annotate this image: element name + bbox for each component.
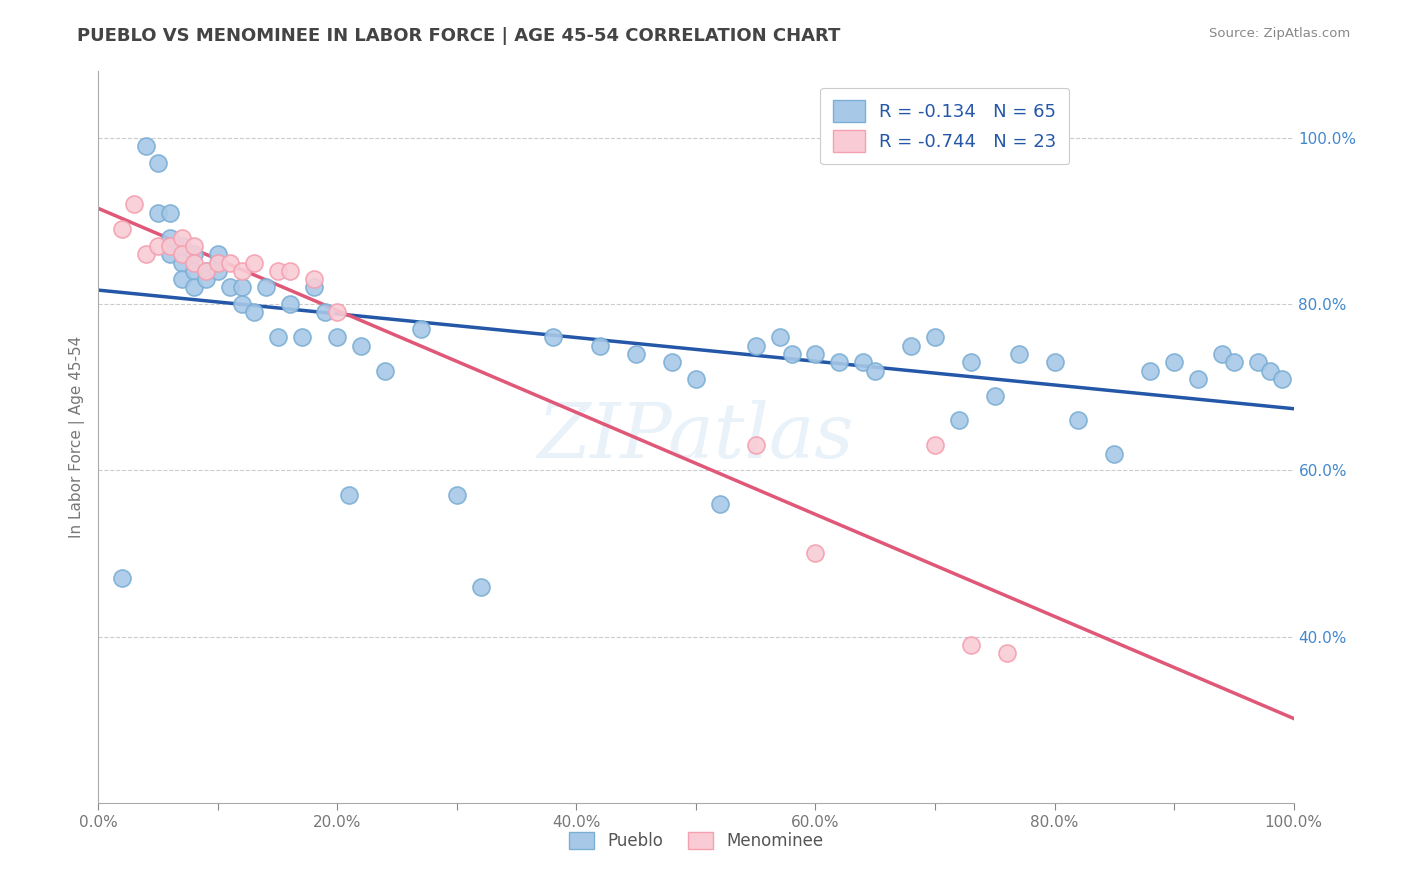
Y-axis label: In Labor Force | Age 45-54: In Labor Force | Age 45-54 xyxy=(69,336,84,538)
Point xyxy=(291,330,314,344)
Text: ZIPatlas: ZIPatlas xyxy=(537,401,855,474)
Point xyxy=(278,264,301,278)
Point xyxy=(780,347,803,361)
Point xyxy=(231,280,253,294)
Point xyxy=(626,347,648,361)
Point xyxy=(207,264,229,278)
Point xyxy=(1258,363,1281,377)
Point xyxy=(924,438,946,452)
Point xyxy=(350,339,373,353)
Point xyxy=(159,247,181,261)
Point xyxy=(111,222,134,236)
Point xyxy=(828,355,851,369)
Point xyxy=(183,239,205,253)
Point xyxy=(207,255,229,269)
Point xyxy=(1271,372,1294,386)
Point xyxy=(326,305,349,319)
Point xyxy=(804,546,827,560)
Point xyxy=(159,239,181,253)
Point xyxy=(243,305,266,319)
Text: PUEBLO VS MENOMINEE IN LABOR FORCE | AGE 45-54 CORRELATION CHART: PUEBLO VS MENOMINEE IN LABOR FORCE | AGE… xyxy=(77,27,841,45)
Point xyxy=(685,372,707,386)
Point xyxy=(1067,413,1090,427)
Point xyxy=(339,488,361,502)
Point xyxy=(326,330,349,344)
Point xyxy=(709,497,731,511)
Point xyxy=(470,580,492,594)
Point xyxy=(745,438,768,452)
Point xyxy=(278,297,301,311)
Point xyxy=(219,280,242,294)
Point xyxy=(172,255,194,269)
Point xyxy=(900,339,922,353)
Point xyxy=(315,305,337,319)
Point xyxy=(231,264,253,278)
Point xyxy=(960,355,983,369)
Point xyxy=(446,488,468,502)
Point xyxy=(172,239,194,253)
Point xyxy=(148,156,170,170)
Point xyxy=(148,239,170,253)
Point xyxy=(768,330,790,344)
Point xyxy=(1247,355,1270,369)
Point xyxy=(172,230,194,244)
Point xyxy=(1223,355,1246,369)
Point xyxy=(124,197,146,211)
Point xyxy=(852,355,875,369)
Point xyxy=(589,339,612,353)
Point xyxy=(1211,347,1233,361)
Point xyxy=(1187,372,1209,386)
Point xyxy=(172,272,194,286)
Point xyxy=(541,330,564,344)
Point xyxy=(745,339,768,353)
Point xyxy=(183,247,205,261)
Point xyxy=(195,264,218,278)
Point xyxy=(302,280,325,294)
Point xyxy=(135,247,157,261)
Point xyxy=(135,139,157,153)
Point xyxy=(804,347,827,361)
Point xyxy=(661,355,683,369)
Point xyxy=(254,280,277,294)
Point xyxy=(374,363,396,377)
Point xyxy=(159,205,181,219)
Point xyxy=(1008,347,1031,361)
Point xyxy=(243,255,266,269)
Point xyxy=(183,255,205,269)
Point xyxy=(183,280,205,294)
Point xyxy=(984,388,1007,402)
Point xyxy=(207,247,229,261)
Point xyxy=(924,330,946,344)
Point xyxy=(231,297,253,311)
Point xyxy=(195,264,218,278)
Point xyxy=(148,205,170,219)
Point xyxy=(995,646,1018,660)
Point xyxy=(159,230,181,244)
Point xyxy=(267,264,290,278)
Point xyxy=(1163,355,1185,369)
Point xyxy=(267,330,290,344)
Point xyxy=(302,272,325,286)
Point xyxy=(183,264,205,278)
Legend: Pueblo, Menominee: Pueblo, Menominee xyxy=(562,825,830,856)
Point xyxy=(1043,355,1066,369)
Point xyxy=(1139,363,1161,377)
Point xyxy=(865,363,887,377)
Point xyxy=(1104,447,1126,461)
Point xyxy=(948,413,970,427)
Point xyxy=(960,638,983,652)
Point xyxy=(172,247,194,261)
Point xyxy=(411,322,433,336)
Point xyxy=(195,272,218,286)
Point xyxy=(111,571,134,585)
Text: Source: ZipAtlas.com: Source: ZipAtlas.com xyxy=(1209,27,1350,40)
Point xyxy=(207,255,229,269)
Point xyxy=(219,255,242,269)
